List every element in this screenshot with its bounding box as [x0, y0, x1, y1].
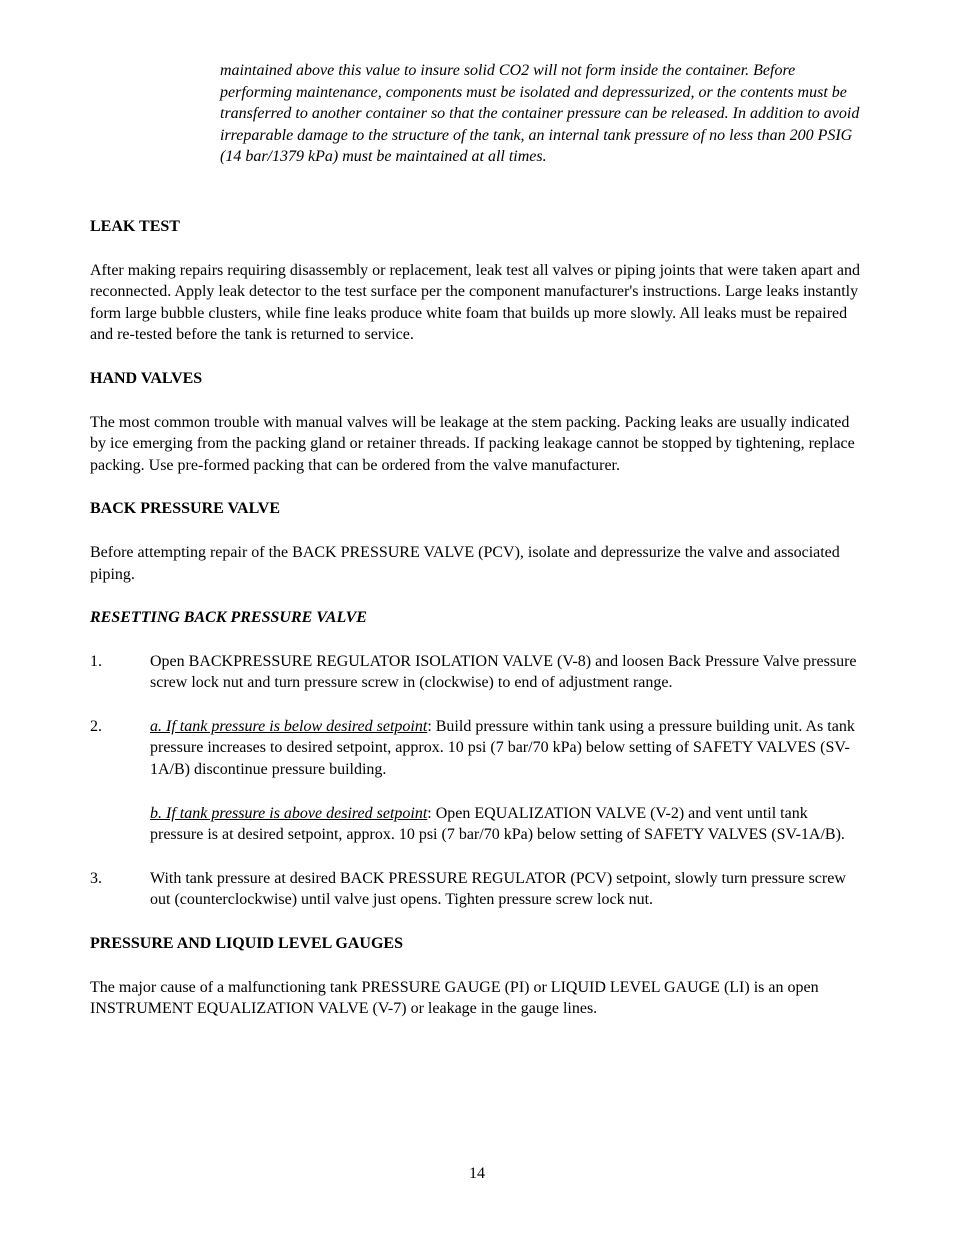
intro-italic-paragraph: maintained above this value to insure so… — [220, 60, 864, 168]
body-hand-valves: The most common trouble with manual valv… — [90, 412, 864, 477]
list-item-3: 3. With tank pressure at desired BACK PR… — [90, 868, 864, 911]
subheading-resetting-bpv: RESETTING BACK PRESSURE VALVE — [90, 607, 864, 629]
body-back-pressure-valve: Before attempting repair of the BACK PRE… — [90, 542, 864, 585]
list-number-2: 2. — [90, 716, 150, 846]
list-2b: b. If tank pressure is above desired set… — [150, 803, 864, 846]
list-number-3: 3. — [90, 868, 150, 911]
page: maintained above this value to insure so… — [0, 0, 954, 1235]
body-leak-test: After making repairs requiring disassemb… — [90, 260, 864, 346]
list-number-1: 1. — [90, 651, 150, 694]
heading-gauges: PRESSURE AND LIQUID LEVEL GAUGES — [90, 933, 864, 955]
list-2a: a. If tank pressure is below desired set… — [150, 716, 864, 781]
list-2a-label: a. If tank pressure is below desired set… — [150, 718, 427, 735]
list-body-3: With tank pressure at desired BACK PRESS… — [150, 868, 864, 911]
heading-leak-test: LEAK TEST — [90, 216, 864, 238]
page-number: 14 — [0, 1163, 954, 1185]
list-item-2: 2. a. If tank pressure is below desired … — [90, 716, 864, 846]
heading-back-pressure-valve: BACK PRESSURE VALVE — [90, 498, 864, 520]
heading-hand-valves: HAND VALVES — [90, 368, 864, 390]
list-item-1: 1. Open BACKPRESSURE REGULATOR ISOLATION… — [90, 651, 864, 694]
body-gauges: The major cause of a malfunctioning tank… — [90, 977, 864, 1020]
list-body-2: a. If tank pressure is below desired set… — [150, 716, 864, 846]
list-body-1: Open BACKPRESSURE REGULATOR ISOLATION VA… — [150, 651, 864, 694]
list-2b-label: b. If tank pressure is above desired set… — [150, 805, 427, 822]
